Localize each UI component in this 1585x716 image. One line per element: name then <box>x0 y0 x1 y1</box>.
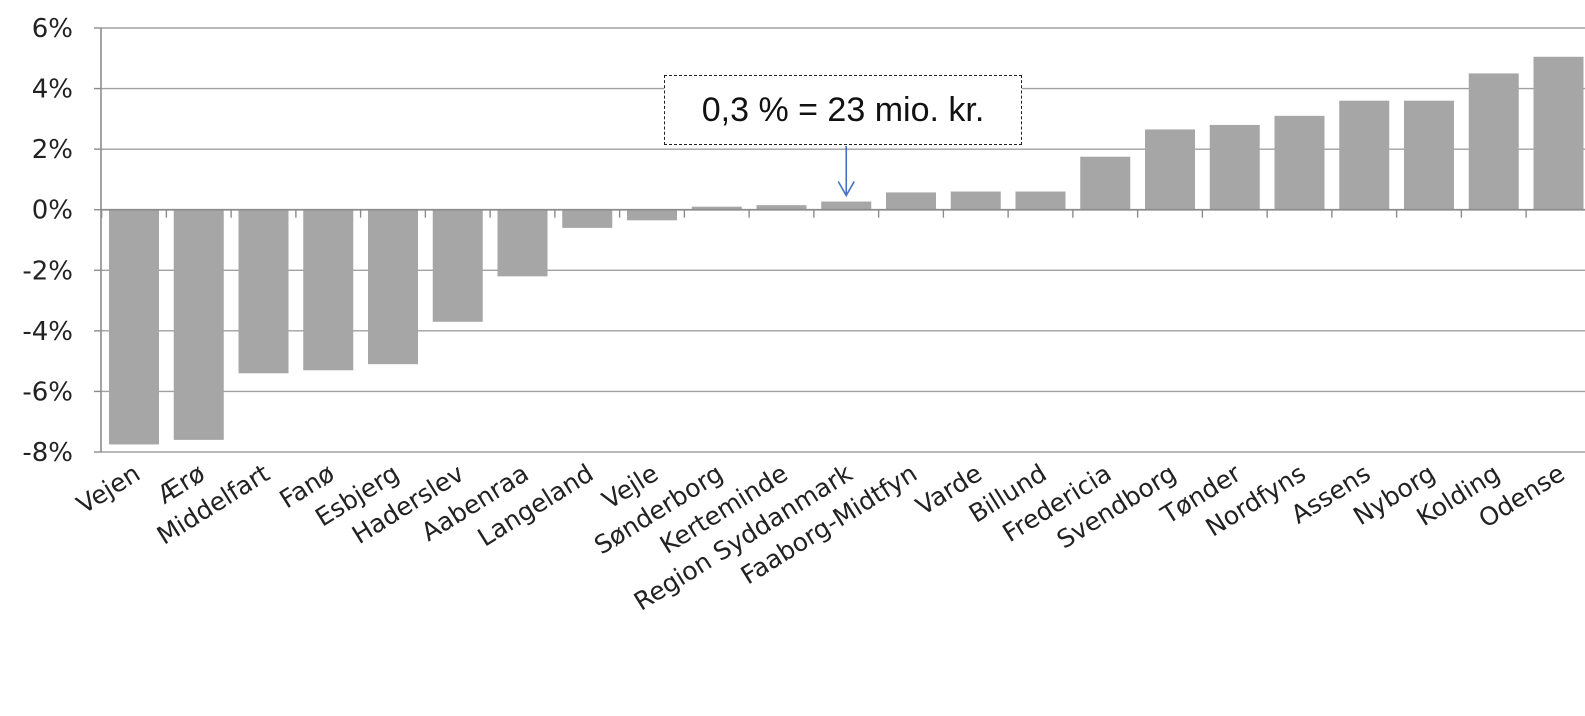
bar-svendborg <box>1145 129 1195 210</box>
bar-nyborg <box>1404 100 1454 210</box>
x-category-label: Vejen <box>72 458 146 519</box>
bar-vejle <box>627 209 677 221</box>
bar-faaborg-midtfyn <box>886 192 936 210</box>
bar-fredericia <box>1080 156 1131 210</box>
y-tick-label: -2% <box>22 256 73 286</box>
bars <box>109 56 1584 445</box>
bar-assens <box>1339 100 1390 210</box>
annotation-arrow-head <box>837 181 855 198</box>
y-tick-labels: 6% 4% 2% 0% -2% -4% -6% -8% <box>22 14 73 468</box>
bar-kerteminde <box>756 205 807 210</box>
annotation-arrow <box>837 146 855 198</box>
y-tick-label: -4% <box>22 317 73 347</box>
bar-tønder <box>1209 124 1260 210</box>
y-tick-label: -8% <box>22 438 73 468</box>
bar-langeland <box>562 209 613 228</box>
bar-esbjerg <box>368 209 418 365</box>
y-tick-label: 2% <box>32 135 73 165</box>
bar-middelfart <box>238 209 289 374</box>
bar-nordfyns <box>1274 115 1325 210</box>
bar-kolding <box>1468 73 1519 210</box>
bar-sønderborg <box>691 206 742 210</box>
bar-varde <box>950 191 1001 210</box>
bar-odense <box>1533 56 1584 210</box>
bar-haderslev <box>432 209 483 322</box>
bar-aabenraa <box>497 209 548 277</box>
bar-fanø <box>303 209 354 371</box>
annotation-box: 0,3 % = 23 mio. kr. <box>664 75 1022 145</box>
y-tick-label: -6% <box>22 377 73 407</box>
bar-region-syddanmark <box>821 201 872 210</box>
annotation-text: 0,3 % = 23 mio. kr. <box>701 90 985 129</box>
bar-billund <box>1015 191 1066 210</box>
y-tick-label: 0% <box>32 196 73 226</box>
y-tick-label: 4% <box>32 75 73 105</box>
bar-ærø <box>173 209 224 440</box>
axes <box>94 27 1585 453</box>
bar-vejen <box>109 209 159 445</box>
y-tick-label: 6% <box>32 14 73 44</box>
